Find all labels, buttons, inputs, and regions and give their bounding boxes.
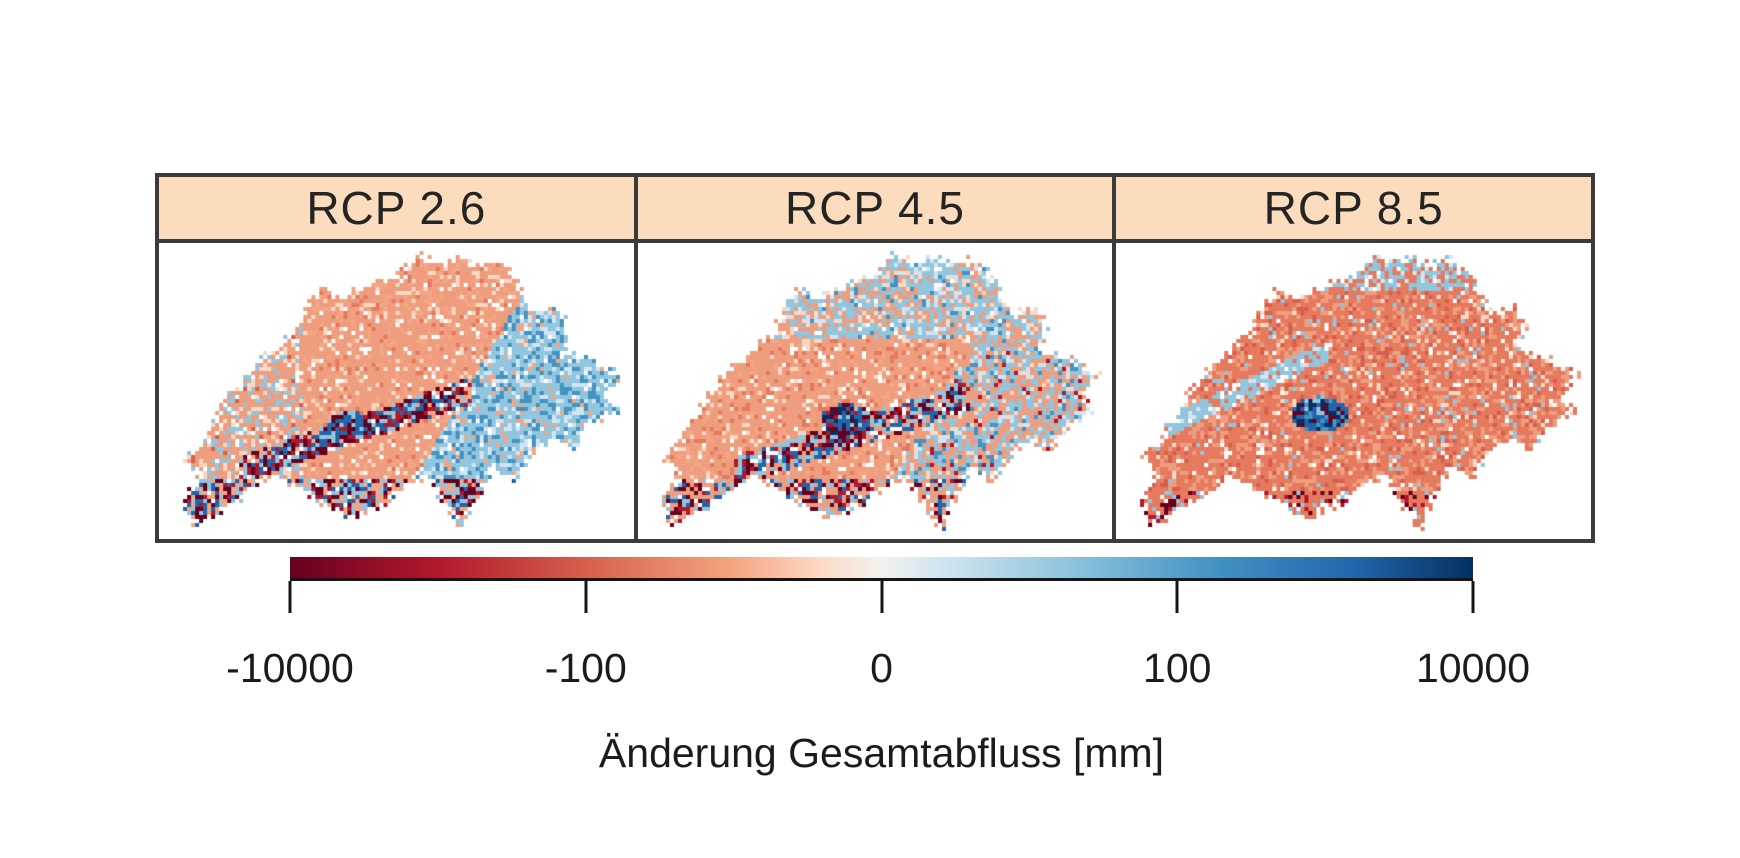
colorbar-wrap	[288, 557, 1475, 613]
facet-strip-rcp45: RCP 4.5	[637, 177, 1113, 243]
colorbar-title: Änderung Gesamtabfluss [mm]	[598, 730, 1165, 776]
colorbar-tick-label: 10000	[1415, 645, 1531, 691]
colorbar-tick	[880, 581, 883, 613]
facet-strip-label: RCP 8.5	[1263, 182, 1444, 234]
colorbar-tick-labels: -10000 -100 0 100 10000	[226, 645, 1530, 697]
colorbar-tick-label: 0	[870, 645, 893, 691]
facet-strip-rcp26: RCP 2.6	[159, 177, 634, 243]
map-area-rcp85	[1116, 243, 1592, 539]
colorbar-tick	[1471, 581, 1475, 613]
map-canvas-rcp85	[1116, 243, 1592, 539]
colorbar-tick-label: 100	[1143, 645, 1212, 691]
facet-strip-rcp85: RCP 8.5	[1116, 177, 1592, 243]
facet-strip-label: RCP 2.6	[306, 182, 487, 234]
map-area-rcp45	[637, 243, 1113, 539]
facet-panel-rcp45: RCP 4.5	[633, 177, 1113, 539]
colorbar-tick	[584, 581, 588, 613]
colorbar-tick-label: -100	[544, 645, 627, 691]
map-canvas-rcp26	[159, 243, 634, 539]
map-area-rcp26	[159, 243, 634, 539]
facet-panel-rcp26: RCP 2.6	[159, 177, 634, 539]
colorbar-tick-label: -10000	[226, 645, 354, 691]
colorbar-gradient	[290, 557, 1473, 581]
colorbar-tick	[288, 581, 292, 613]
facet-panel-rcp85: RCP 8.5	[1112, 177, 1592, 539]
colorbar-tick	[1175, 581, 1179, 613]
facet-strip-label: RCP 4.5	[784, 182, 966, 234]
map-canvas-rcp45	[637, 243, 1113, 539]
facet-panels: RCP 2.6 RCP 4.5 RCP 8.5	[155, 173, 1595, 543]
